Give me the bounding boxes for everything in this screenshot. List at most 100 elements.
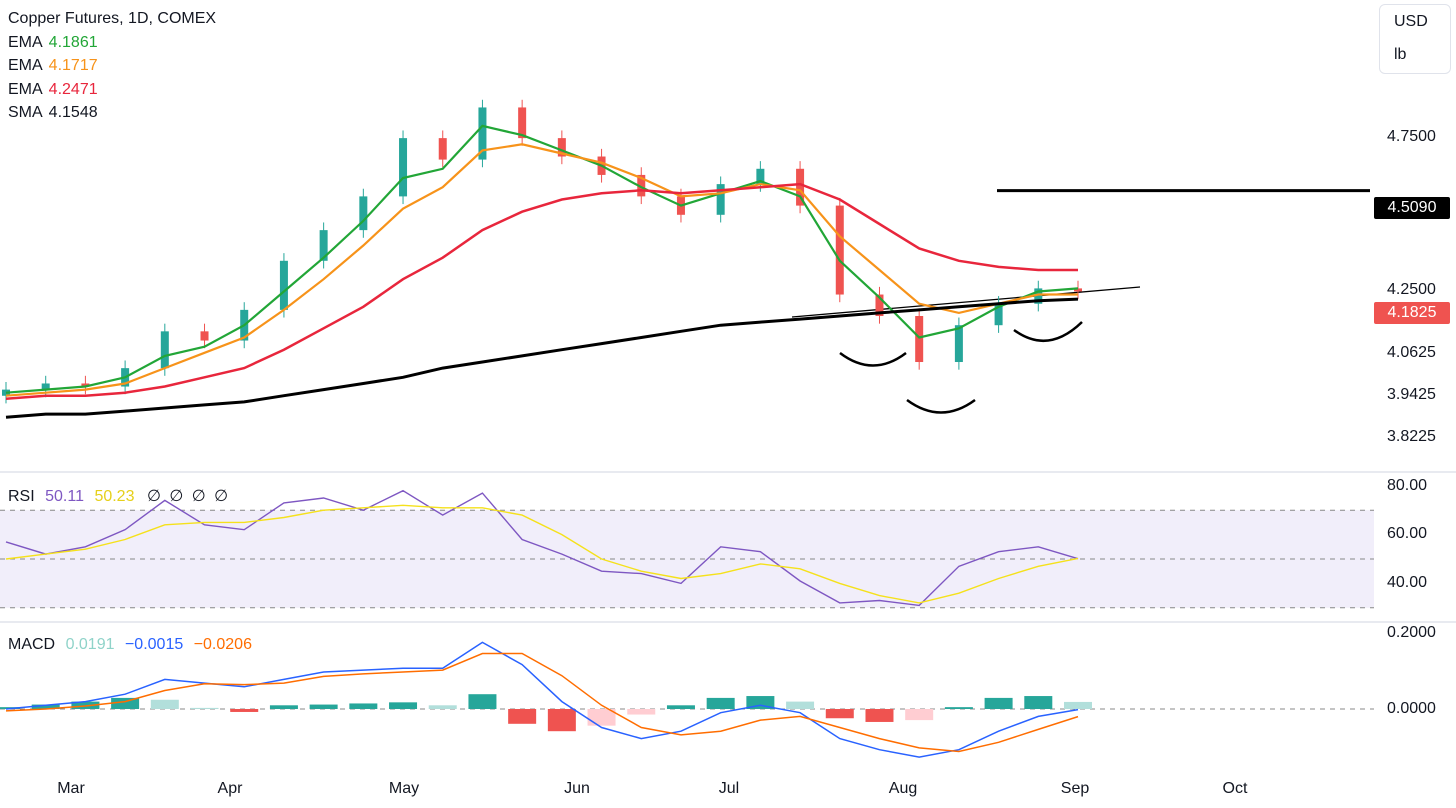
rsi-axis-label: 80.00 xyxy=(1387,477,1428,494)
macd-histogram-bar[interactable] xyxy=(111,697,140,709)
candle-down[interactable] xyxy=(557,138,566,157)
macd-histogram-bar[interactable] xyxy=(944,707,973,709)
ema-mid-line[interactable] xyxy=(5,143,1078,397)
candle-up[interactable] xyxy=(478,107,487,160)
candle-down[interactable] xyxy=(81,383,90,387)
macd-histogram-bar[interactable] xyxy=(865,709,894,722)
rsi-axis-label: 40.00 xyxy=(1387,574,1428,591)
macd-histogram-bar[interactable] xyxy=(309,704,338,709)
chart-legend: Copper Futures, 1D, COMEX EMA 4.1861 EMA 4… xyxy=(8,7,216,125)
rsi-value: 50.11 xyxy=(45,488,84,505)
macd-pane[interactable] xyxy=(0,641,1374,758)
time-axis-label: Mar xyxy=(57,780,85,797)
macd-legend: MACD 0.0191 −0.0015 −0.0206 xyxy=(8,636,252,654)
macd-histogram-bar[interactable] xyxy=(627,709,656,715)
candle-down[interactable] xyxy=(200,331,209,341)
macd-histogram-bar[interactable] xyxy=(349,703,378,709)
rsi-axis-label: 60.00 xyxy=(1387,525,1428,542)
rsi-line[interactable] xyxy=(5,489,1079,607)
candle-up[interactable] xyxy=(399,138,408,197)
price-axis-label: 3.8225 xyxy=(1387,428,1436,445)
time-axis-label: Jun xyxy=(564,780,590,797)
candle-down[interactable] xyxy=(518,107,527,139)
macd-histogram-bar[interactable] xyxy=(587,709,616,726)
macd-histogram-bar[interactable] xyxy=(269,705,298,709)
head-arc[interactable] xyxy=(906,398,976,414)
candle-down[interactable] xyxy=(438,138,447,160)
legend-ema-mid-name: EMA xyxy=(8,57,43,74)
rsi-ma-value: 50.23 xyxy=(94,488,135,505)
legend-ema-fast[interactable]: EMA 4.1861 xyxy=(8,31,216,55)
time-axis-label: Oct xyxy=(1222,780,1248,797)
macd-histogram-bar[interactable] xyxy=(428,705,457,709)
candle-down[interactable] xyxy=(1074,288,1082,292)
macd-line[interactable] xyxy=(5,641,1079,758)
candle-up[interactable] xyxy=(279,260,288,310)
legend-ema-slow-value: 4.2471 xyxy=(48,80,98,98)
candle-up[interactable] xyxy=(716,184,725,215)
unit-label[interactable]: lb xyxy=(1394,46,1407,63)
ema-slow-line[interactable] xyxy=(5,182,1078,401)
macd-histogram-bar[interactable] xyxy=(468,694,497,709)
rsi-ma-line[interactable] xyxy=(5,504,1079,604)
left-shoulder-arc[interactable] xyxy=(839,352,907,367)
candle-up[interactable] xyxy=(160,331,169,369)
legend-ema-slow-name: EMA xyxy=(8,80,43,98)
rsi-extra-values: ∅ ∅ ∅ ∅ xyxy=(146,488,231,505)
macd-histogram-bar[interactable] xyxy=(1024,696,1053,709)
price-axis-label: 4.2500 xyxy=(1387,281,1436,298)
candle-up[interactable] xyxy=(41,383,50,390)
candle-down[interactable] xyxy=(637,174,646,197)
ema-fast-line[interactable] xyxy=(5,124,1079,394)
macd-signal-line[interactable] xyxy=(5,652,1079,753)
candle-up[interactable] xyxy=(756,168,765,185)
macd-histogram-bar[interactable] xyxy=(547,709,576,732)
candle-up[interactable] xyxy=(319,230,328,261)
macd-histogram-bar[interactable] xyxy=(389,702,418,709)
currency-label[interactable]: USD xyxy=(1394,13,1428,30)
macd-histogram-bar[interactable] xyxy=(746,696,775,709)
macd-axis-label: 0.2000 xyxy=(1387,624,1436,641)
macd-histogram-bar[interactable] xyxy=(984,697,1013,709)
macd-histogram-bar[interactable] xyxy=(508,709,537,724)
last-price-badge: 4.1825 xyxy=(1374,302,1450,324)
legend-ema-fast-name: EMA xyxy=(8,33,43,51)
macd-histogram-bar[interactable] xyxy=(666,705,695,709)
candle-up[interactable] xyxy=(994,303,1003,326)
macd-histogram-bar[interactable] xyxy=(786,701,815,709)
neckline-trendline[interactable] xyxy=(791,286,1141,318)
macd-histogram-bar[interactable] xyxy=(230,709,259,712)
candle-up[interactable] xyxy=(359,196,368,231)
legend-ema-mid[interactable]: EMA 4.1717 xyxy=(8,54,216,78)
price-pane[interactable] xyxy=(2,99,1370,419)
macd-histogram-bar[interactable] xyxy=(706,697,735,709)
macd-histogram-bar[interactable] xyxy=(905,709,934,721)
time-axis-label: Aug xyxy=(888,780,918,797)
candle-down[interactable] xyxy=(796,168,805,206)
rsi-label: RSI xyxy=(8,488,35,505)
legend-ema-slow[interactable]: EMA 4.2471 xyxy=(8,78,216,102)
candle-up[interactable] xyxy=(954,325,963,363)
macd-label: MACD xyxy=(8,636,56,653)
candle-down[interactable] xyxy=(915,316,924,363)
macd-axis-label: 0.0000 xyxy=(1387,700,1436,717)
legend-sma-value: 4.1548 xyxy=(48,104,98,121)
sma-line[interactable] xyxy=(5,297,1079,419)
candle-up[interactable] xyxy=(1034,288,1043,304)
rsi-pane[interactable] xyxy=(0,489,1374,609)
right-shoulder-arc[interactable] xyxy=(1013,321,1083,342)
macd-histogram-bar[interactable] xyxy=(190,707,219,709)
unit-selector[interactable]: USD lb xyxy=(1379,4,1451,74)
pane-separators xyxy=(0,471,1456,623)
legend-ema-mid-value: 4.1717 xyxy=(48,57,98,74)
price-axis-label: 4.7500 xyxy=(1387,128,1436,145)
macd-line-value: −0.0015 xyxy=(124,636,184,653)
macd-histogram-bar[interactable] xyxy=(31,704,60,709)
macd-histogram-bar[interactable] xyxy=(825,709,854,719)
candle-down[interactable] xyxy=(835,205,844,295)
macd-histogram-bar[interactable] xyxy=(150,699,179,709)
candle-down[interactable] xyxy=(875,294,884,317)
legend-sma[interactable]: SMA 4.1548 xyxy=(8,101,216,125)
macd-histogram-bar[interactable] xyxy=(1064,701,1092,709)
